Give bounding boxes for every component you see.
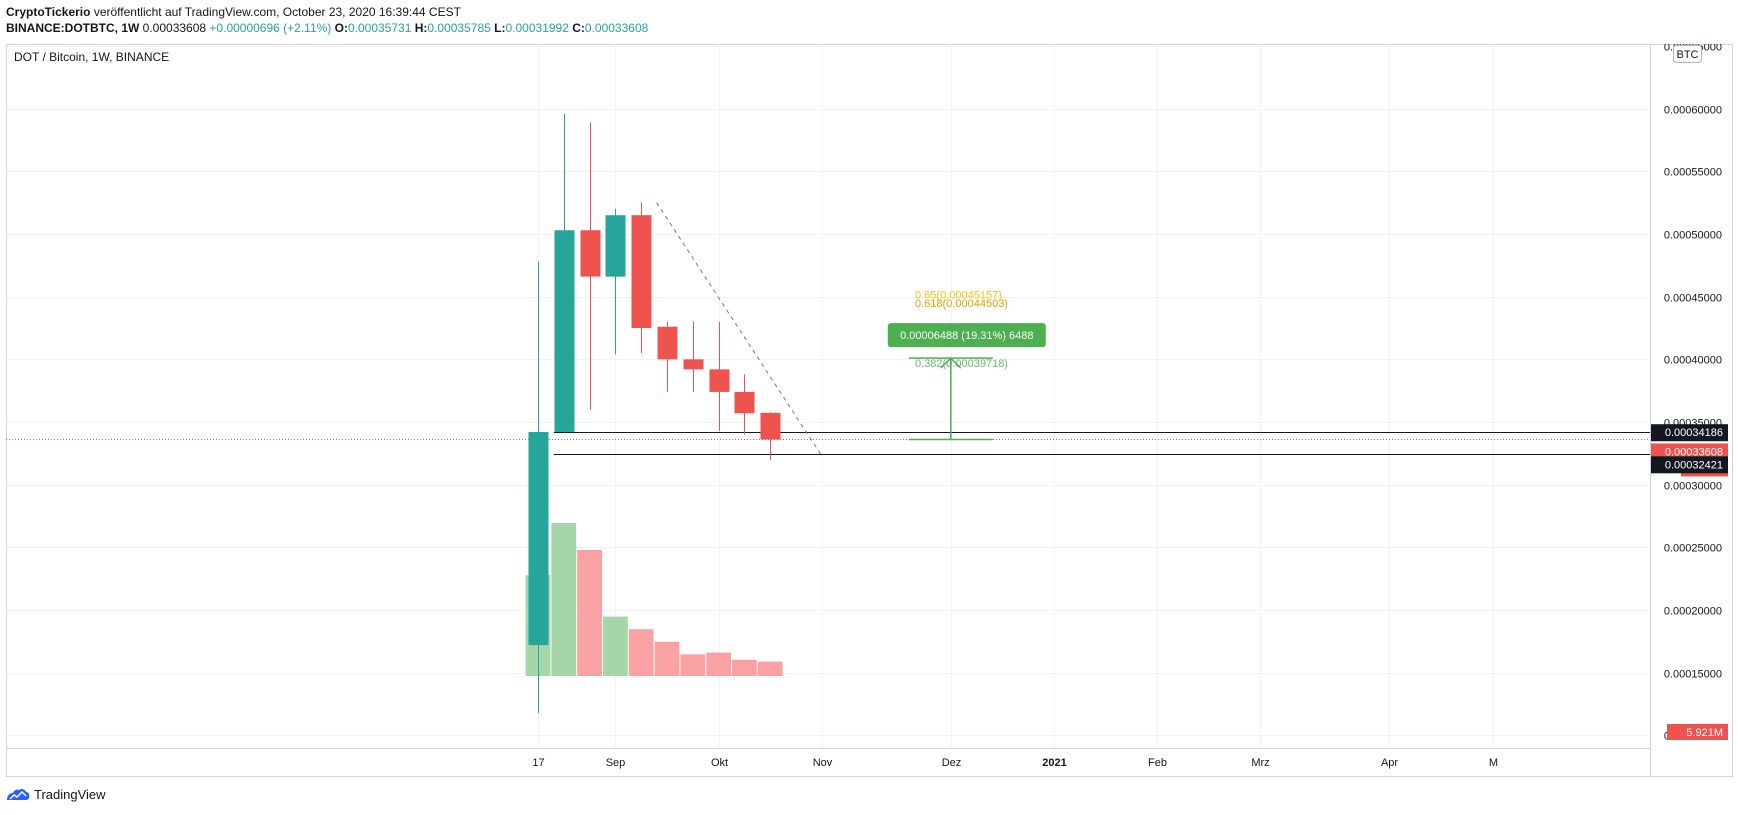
volume-label: 5.921M bbox=[1686, 727, 1723, 739]
price-tick-label: 0.00020000 bbox=[1664, 606, 1722, 618]
candle-body bbox=[580, 230, 601, 277]
candle-body bbox=[709, 369, 730, 392]
price-label-support-bg bbox=[1651, 456, 1728, 474]
measure-label-box bbox=[887, 323, 1046, 348]
footer: TradingView bbox=[6, 787, 106, 802]
time-tick-label: Nov bbox=[813, 757, 833, 769]
price-change: +0.00000696 (+2.11%) bbox=[209, 21, 332, 35]
candle-body bbox=[554, 230, 575, 433]
price-tick-label: 0.00045000 bbox=[1664, 293, 1722, 305]
price-label-resistance: 0.00034186 bbox=[1665, 427, 1723, 439]
chart-header: CryptoTickerio veröffentlicht auf Tradin… bbox=[6, 4, 648, 36]
drawings: 0.65(0.00045157)0.618(0.00044503) 0.382(0… bbox=[656, 202, 1046, 457]
time-tick-label: 2021 bbox=[1042, 757, 1066, 769]
price-label-support: 0.00032421 bbox=[1665, 459, 1723, 471]
volume-bar bbox=[654, 641, 680, 676]
low-value: 0.00031992 bbox=[505, 21, 569, 35]
candle-body bbox=[734, 391, 755, 414]
time-tick-label: M bbox=[1489, 757, 1498, 769]
volume-bar bbox=[706, 652, 731, 676]
open-value: 0.00035731 bbox=[347, 21, 412, 35]
fib-level-label: 0.382(0.00039718) bbox=[915, 358, 1008, 370]
volume-bar bbox=[603, 616, 628, 676]
low-label: L: bbox=[494, 21, 506, 35]
symbol-label: BINANCE:DOTBTC, 1W bbox=[6, 21, 140, 35]
time-axis[interactable]: 17 Sep Okt Nov Dez 2021 Feb Mrz Apr M bbox=[532, 757, 1498, 769]
ohlc-line: BINANCE:DOTBTC, 1W 0.00033608 +0.0000069… bbox=[6, 20, 648, 36]
fib-level-label: 0.65(0.00045157) bbox=[915, 290, 1002, 302]
time-tick-label: Okt bbox=[711, 757, 728, 769]
drawing-lines bbox=[6, 432, 1650, 455]
legend-title: DOT / Bitcoin, 1W, BINANCE bbox=[14, 50, 169, 64]
publish-line: CryptoTickerio veröffentlicht auf Tradin… bbox=[6, 4, 648, 20]
price-tick-label: 0.00025000 bbox=[1664, 543, 1722, 555]
volume-bar bbox=[757, 661, 783, 676]
price-tick-label: 0.00055000 bbox=[1664, 167, 1722, 179]
price-tick-label: 0.00030000 bbox=[1664, 481, 1722, 493]
time-tick-label: Mrz bbox=[1251, 757, 1269, 769]
publisher-name[interactable]: CryptoTickerio bbox=[6, 5, 91, 19]
price-tick-label: 0.00050000 bbox=[1664, 230, 1722, 242]
footer-brand[interactable]: TradingView bbox=[34, 787, 106, 802]
candle-body bbox=[683, 359, 704, 370]
trendline-dashed bbox=[656, 202, 823, 457]
chart-area[interactable]: 0.65(0.00045157) 0.618(0.00044503) 0.382(0… bbox=[6, 44, 1733, 777]
price-tick-label: 0.00040000 bbox=[1664, 355, 1722, 367]
volume-label-bg bbox=[1667, 724, 1728, 740]
volume-bar bbox=[551, 523, 577, 676]
time-tick-label: 17 bbox=[532, 757, 544, 769]
high-label: H: bbox=[414, 21, 428, 35]
currency-badge-text: BTC bbox=[1677, 49, 1699, 61]
price-label-last: 0.00033608 bbox=[1665, 446, 1723, 458]
price-label-last-bg bbox=[1651, 443, 1728, 461]
candles bbox=[528, 113, 781, 713]
volume-bar bbox=[732, 659, 757, 676]
measure-label: 0.00006488 (19.31%) 6488 bbox=[900, 330, 1033, 342]
measure-arrowhead bbox=[940, 357, 962, 369]
currency-badge[interactable]: BTC bbox=[1673, 45, 1702, 63]
candle-body bbox=[657, 326, 678, 360]
price-chart-svg[interactable]: 0.65(0.00045157)0.618(0.00044503) 0.382(0… bbox=[6, 44, 1733, 777]
price-tick-label: 0.00015000 bbox=[1664, 669, 1722, 681]
time-tick-label: Feb bbox=[1148, 757, 1167, 769]
open-label: O: bbox=[334, 21, 348, 35]
price-tick-label: 0.00060000 bbox=[1664, 105, 1722, 117]
candle-body bbox=[605, 215, 626, 277]
volume-bar bbox=[628, 629, 654, 676]
volume-bar bbox=[577, 550, 602, 676]
candle-body bbox=[528, 432, 549, 646]
close-value: 0.00033608 bbox=[584, 21, 649, 35]
candle-body bbox=[760, 412, 781, 440]
last-price: 0.00033608 bbox=[142, 21, 207, 35]
candle-body bbox=[631, 215, 652, 328]
time-tick-label: Dez bbox=[942, 757, 962, 769]
time-tick-label: Sep bbox=[606, 757, 626, 769]
high-value: 0.00035785 bbox=[427, 21, 491, 35]
tradingview-logo-icon[interactable] bbox=[6, 788, 30, 802]
volume-bar bbox=[680, 654, 706, 676]
price-label-resistance-bg bbox=[1651, 424, 1728, 442]
chart-border bbox=[6, 44, 1733, 777]
fib-level-label: 0.618(0.00044503) bbox=[915, 298, 1008, 310]
time-tick-label: Apr bbox=[1381, 757, 1398, 769]
close-label: C: bbox=[572, 21, 585, 35]
published-text: veröffentlicht auf TradingView.com, Octo… bbox=[93, 5, 461, 19]
